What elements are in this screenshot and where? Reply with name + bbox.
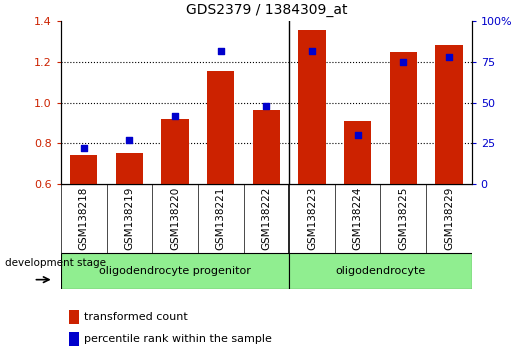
- Text: GSM138222: GSM138222: [261, 187, 271, 250]
- Text: oligodendrocyte progenitor: oligodendrocyte progenitor: [99, 266, 251, 276]
- Point: [216, 48, 225, 53]
- Point: [354, 132, 362, 138]
- Text: GSM138218: GSM138218: [79, 187, 89, 250]
- Text: GSM138219: GSM138219: [125, 187, 135, 250]
- Point: [399, 59, 408, 65]
- Point: [445, 54, 453, 60]
- Bar: [253, 110, 280, 184]
- Bar: [435, 45, 463, 184]
- Text: oligodendrocyte: oligodendrocyte: [335, 266, 426, 276]
- Bar: [161, 119, 189, 184]
- Text: percentile rank within the sample: percentile rank within the sample: [84, 334, 271, 344]
- Bar: [289, 253, 472, 289]
- Point: [80, 145, 88, 151]
- Text: GSM138220: GSM138220: [170, 187, 180, 250]
- Point: [125, 137, 134, 143]
- Point: [171, 113, 179, 119]
- Bar: [298, 30, 325, 184]
- Bar: [69, 332, 80, 346]
- Bar: [116, 153, 143, 184]
- Point: [262, 103, 270, 109]
- Point: [308, 48, 316, 53]
- Text: development stage: development stage: [5, 258, 106, 268]
- Bar: [390, 52, 417, 184]
- Bar: [61, 253, 289, 289]
- Bar: [70, 155, 98, 184]
- Text: GSM138221: GSM138221: [216, 187, 226, 250]
- Bar: [207, 71, 234, 184]
- Text: GSM138224: GSM138224: [352, 187, 363, 250]
- Bar: [69, 310, 80, 324]
- Text: GSM138229: GSM138229: [444, 187, 454, 250]
- Text: GSM138225: GSM138225: [398, 187, 408, 250]
- Text: transformed count: transformed count: [84, 312, 187, 322]
- Bar: [344, 121, 372, 184]
- Text: GSM138223: GSM138223: [307, 187, 317, 250]
- Title: GDS2379 / 1384309_at: GDS2379 / 1384309_at: [186, 4, 347, 17]
